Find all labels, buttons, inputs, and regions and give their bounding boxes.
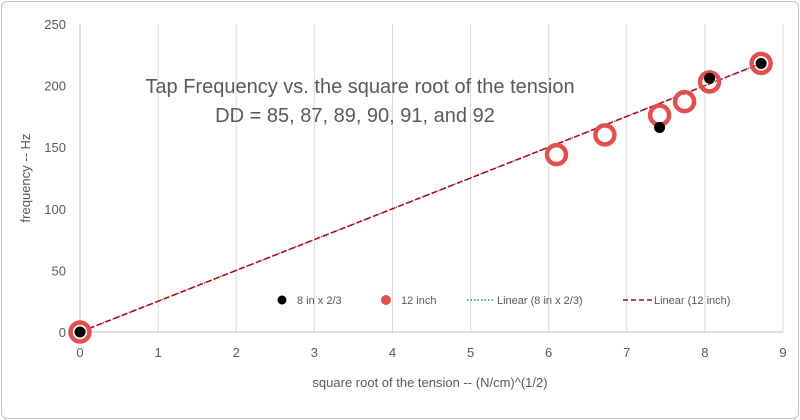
x-tick-label: 9 xyxy=(779,345,786,360)
data-point-8in xyxy=(74,326,86,338)
legend-label-12in: 12 inch xyxy=(401,295,436,307)
x-tick-label: 4 xyxy=(389,345,396,360)
x-tick-label: 6 xyxy=(545,345,552,360)
data-point-12in xyxy=(749,51,773,76)
data-point-12in xyxy=(593,123,617,147)
trendlines xyxy=(79,61,764,333)
y-tick-label: 250 xyxy=(44,17,66,32)
data-point-8in xyxy=(755,57,767,69)
data-point-12in xyxy=(68,320,92,344)
x-tick-label: 1 xyxy=(154,345,161,360)
x-tick-label: 0 xyxy=(76,345,83,360)
legend-label-linear-8in: Linear (8 in x 2/3) xyxy=(497,295,583,307)
x-tick-label: 7 xyxy=(623,345,630,360)
x-tick-label: 2 xyxy=(233,345,240,360)
y-axis-title: frequency -- Hz xyxy=(18,134,33,223)
legend-marker-8in xyxy=(277,295,287,305)
data-point-12in xyxy=(544,142,569,167)
tick-labels: 0 1 2 3 4 5 6 7 8 9 0 50 100 150 200 250 xyxy=(44,17,786,360)
y-tick-label: 100 xyxy=(44,202,66,217)
axes xyxy=(79,24,783,333)
y-tick-label: 50 xyxy=(52,263,66,278)
x-axis-title: square root of the tension -- (N/cm)^(1/… xyxy=(312,375,547,390)
y-tick-label: 0 xyxy=(59,325,66,340)
data-point-12in xyxy=(647,103,672,127)
y-tick-label: 200 xyxy=(44,79,66,94)
data-point-12in xyxy=(697,70,722,94)
data-point-8in xyxy=(654,121,666,133)
trendline-linear-12in xyxy=(79,61,764,333)
x-tick-label: 3 xyxy=(311,345,318,360)
x-tick-label: 5 xyxy=(467,345,474,360)
legend: 8 in x 2/3 12 inch Linear (8 in x 2/3) L… xyxy=(277,295,730,307)
data-points xyxy=(68,51,773,344)
data-point-8in xyxy=(704,72,716,84)
data-point-12in xyxy=(672,89,697,114)
legend-marker-12in xyxy=(381,295,391,305)
x-tick-label: 8 xyxy=(701,345,708,360)
legend-label-8in: 8 in x 2/3 xyxy=(297,295,342,307)
legend-label-linear-12in: Linear (12 inch) xyxy=(654,295,730,307)
grid-lines xyxy=(157,24,784,332)
chart-annotation-line-2: DD = 85, 87, 89, 90, 91, and 92 xyxy=(215,105,495,127)
y-tick-label: 150 xyxy=(44,140,66,155)
chart-annotation-line-1: Tap Frequency vs. the square root of the… xyxy=(145,76,574,98)
